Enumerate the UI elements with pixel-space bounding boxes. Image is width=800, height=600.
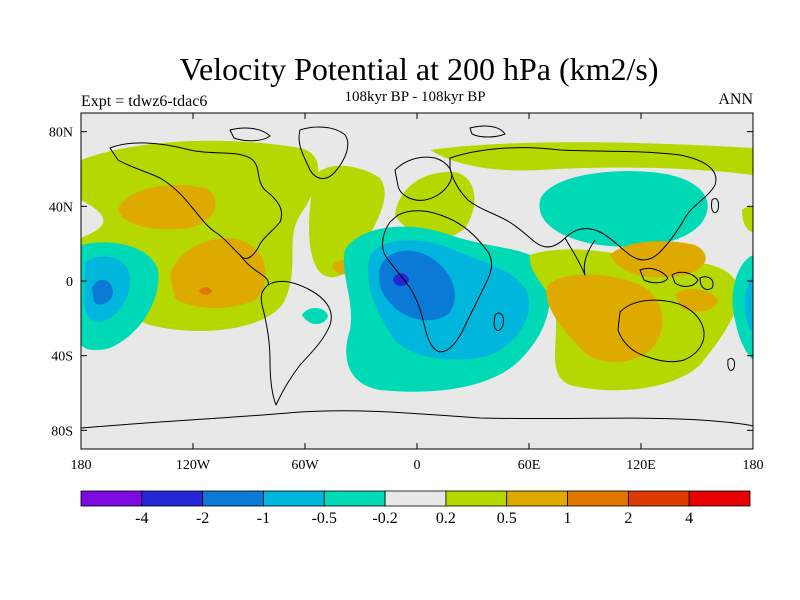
colorbar-label: 2 <box>624 510 632 527</box>
contour-positive-maritime-core <box>675 288 718 312</box>
colorbar-label: 0.5 <box>497 510 517 527</box>
y-tick-label: 80N <box>49 126 73 141</box>
x-tick-label: 120E <box>626 458 656 473</box>
y-tick-label: 40N <box>49 200 73 215</box>
contour-positive-wpacific-core <box>610 241 706 278</box>
colorbar-swatch <box>445 490 508 507</box>
colorbar-swatch <box>263 490 325 507</box>
colorbar-swatch <box>688 490 751 507</box>
experiment-label: Expt = tdwz6-tdac6 <box>81 93 208 110</box>
colorbar-label: -4 <box>135 510 148 527</box>
x-tick-label: 60E <box>518 458 541 473</box>
colorbar-label: 1 <box>564 510 572 527</box>
y-tick-label: 0 <box>66 275 73 290</box>
colorbar: -4 -2 -1 -0.5 -0.2 0.2 0.5 1 2 4 <box>80 490 751 527</box>
colorbar-swatch <box>384 490 447 507</box>
colorbar-label: -0.5 <box>312 510 337 527</box>
contour-core-ne-pacific <box>118 184 216 230</box>
y-tick-label: 40S <box>51 350 73 365</box>
map-title: Velocity Potential at 200 hPa (km2/s) <box>179 51 659 87</box>
contour-core-tropical-pacific-inner <box>199 287 212 295</box>
colorbar-swatch <box>567 490 629 507</box>
contour-negative-west-pacific-inner <box>92 279 113 305</box>
y-axis-ticks: 80N 40N 0 40S 80S <box>49 126 753 439</box>
contour-negative-east-pacific-mid <box>744 275 753 334</box>
x-tick-label: 180 <box>743 458 764 473</box>
x-tick-label: 0 <box>414 458 421 473</box>
colorbar-label: 4 <box>685 510 693 527</box>
map-subtitle: 108kyr BP - 108kyr BP <box>344 89 486 105</box>
contour-negative-south-atlantic <box>302 307 328 325</box>
contour-positive-eurasia-north <box>430 142 753 175</box>
contour-core-tropical-pacific <box>170 238 266 309</box>
contour-positive-australia-core <box>546 274 663 362</box>
colorbar-swatch <box>202 490 264 507</box>
map-field <box>81 113 753 449</box>
colorbar-label: -0.2 <box>372 510 397 527</box>
colorbar-swatch <box>80 490 143 507</box>
colorbar-label: -1 <box>257 510 270 527</box>
colorbar-swatch <box>506 490 568 507</box>
y-tick-label: 80S <box>51 424 73 439</box>
coastlines <box>81 125 753 429</box>
x-axis-ticks: 180 120W 60W 0 60E 120E 180 <box>71 113 764 473</box>
colorbar-swatch <box>323 490 386 507</box>
season-label: ANN <box>718 91 753 108</box>
colorbar-label: -2 <box>196 510 209 527</box>
x-tick-label: 60W <box>291 458 319 473</box>
colorbar-label: 0.2 <box>436 510 456 527</box>
contour-positive-japan <box>742 206 753 232</box>
x-tick-label: 120W <box>176 458 211 473</box>
contour-negative-asia <box>539 171 708 247</box>
x-tick-label: 180 <box>71 458 92 473</box>
colorbar-swatch <box>141 490 204 507</box>
contour-positive-atlantic <box>309 165 385 278</box>
contour-negative-africa-inner <box>378 250 455 321</box>
contour-negative-africa-core <box>393 273 409 286</box>
colorbar-swatch <box>627 490 690 507</box>
